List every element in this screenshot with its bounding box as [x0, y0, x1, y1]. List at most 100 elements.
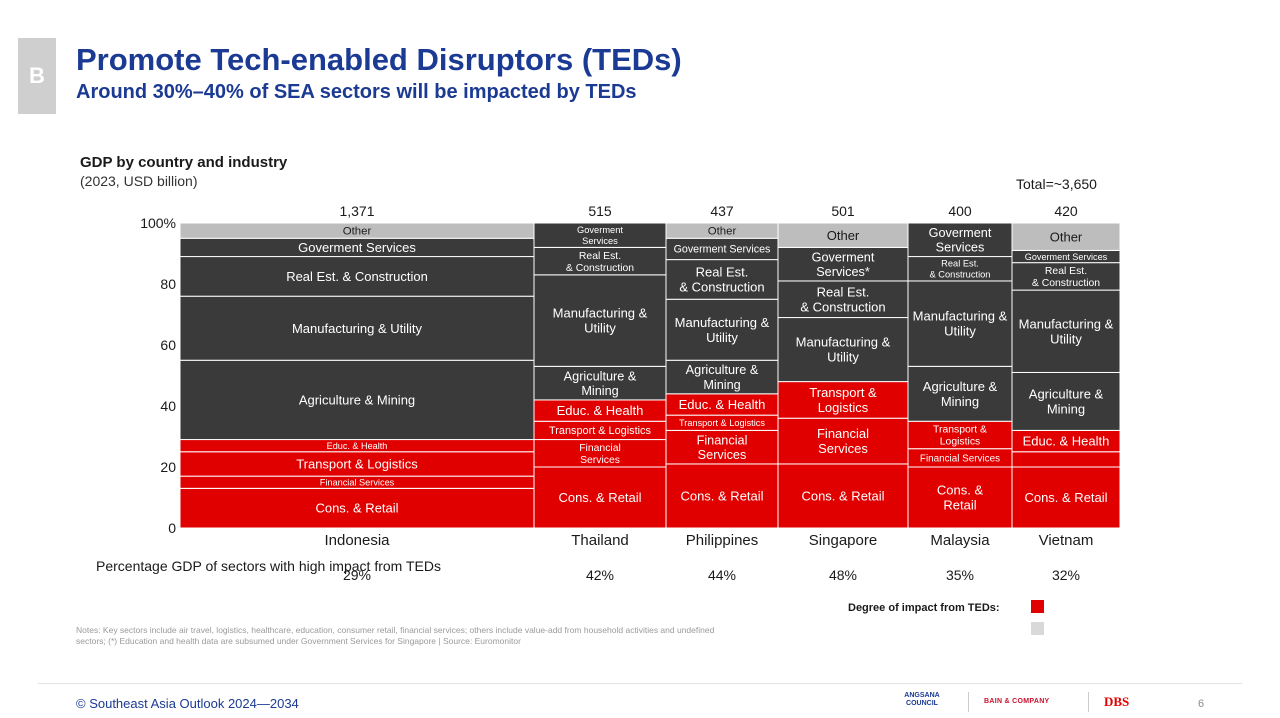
segment-label: & Construction — [566, 263, 634, 274]
dbs-logo: DBS — [1104, 694, 1130, 709]
segment-label: Other — [827, 228, 860, 243]
segment-label: Manufacturing & — [553, 306, 648, 321]
segment-label: Services — [580, 455, 620, 466]
bar-segment — [665, 463, 779, 529]
bar-segment — [1011, 262, 1121, 291]
chart-title: GDP by country and industry — [80, 154, 288, 171]
pct-value-label: 35% — [946, 567, 974, 583]
segment-label: Mining — [941, 394, 979, 409]
bar-segment — [907, 365, 1013, 422]
segment-label: Agriculture & — [1029, 387, 1104, 402]
segment-label: Real Est. — [941, 259, 979, 269]
bar-segment — [179, 359, 535, 441]
segment-label: Educ. & Health — [327, 441, 388, 451]
segment-label: Educ. & Health — [679, 397, 766, 412]
segment-label: Financial — [697, 433, 748, 447]
segment-label: Utility — [1050, 331, 1082, 346]
segment-label: Real Est. & Construction — [286, 269, 428, 284]
bar-segment — [533, 222, 667, 248]
total-label: Total=~3,650 — [1016, 176, 1097, 192]
segment-label: Financial Services — [320, 477, 395, 487]
segment-label: Services — [936, 241, 985, 255]
country-name-label: Singapore — [809, 532, 877, 549]
segment-label: Utility — [706, 330, 738, 345]
country-total-label: 501 — [831, 203, 855, 219]
country-name-label: Philippines — [686, 532, 759, 549]
segment-label: Goverment Services — [674, 244, 771, 256]
bar-segment — [1011, 289, 1121, 373]
pct-value-label: 44% — [708, 567, 736, 583]
segment-label: Services — [698, 448, 747, 462]
segment-label: Mining — [703, 378, 740, 392]
segment-label: Transport & Logistics — [679, 418, 765, 428]
bar-segment — [777, 280, 909, 319]
logo-divider — [968, 692, 969, 712]
segment-label: Real Est. — [579, 251, 621, 262]
segment-label: Financial — [817, 426, 869, 441]
bar-segment — [777, 317, 909, 383]
pct-value-label: 48% — [829, 567, 857, 583]
segment-label: Logistics — [940, 437, 980, 448]
segment-label: Utility — [944, 324, 976, 339]
bar-segment — [665, 429, 779, 465]
bar-segment — [907, 280, 1013, 367]
y-tick-label: 80 — [160, 276, 176, 292]
bar-segment — [665, 359, 779, 395]
segment-label: & Construction — [930, 269, 991, 279]
bar-segment — [907, 256, 1013, 282]
segment-label: Transport & Logistics — [296, 457, 418, 472]
segment-label: Cons. & Retail — [680, 489, 763, 504]
page-subtitle: Around 30%–40% of SEA sectors will be im… — [76, 81, 637, 103]
segment-label: Financial — [579, 443, 621, 454]
country-name-label: Thailand — [571, 532, 629, 549]
segment-label: Services — [818, 441, 868, 456]
segment-label: Transport & — [933, 425, 987, 436]
segment-label: Other — [1050, 229, 1083, 244]
y-tick-label: 0 — [168, 520, 176, 536]
bar-segment — [179, 451, 535, 477]
segment-label: & Construction — [679, 279, 764, 294]
segment-label: Manufacturing & — [1019, 316, 1114, 331]
segment-label: Utility — [827, 350, 859, 365]
bar-segment — [777, 222, 909, 248]
y-tick-label: 20 — [160, 459, 176, 475]
segment-label: & Construction — [800, 299, 885, 314]
segment-label: Transport & — [809, 385, 877, 400]
segment-label: Goverment — [929, 226, 992, 240]
country-total-label: 515 — [588, 203, 612, 219]
segment-label: Goverment Services — [298, 240, 416, 255]
chart-subtitle: (2023, USD billion) — [80, 173, 198, 189]
bar-segment — [777, 381, 909, 419]
segment-label: Mining — [581, 384, 618, 398]
country-total-label: 1,371 — [339, 203, 374, 219]
segment-label: Other — [708, 226, 737, 238]
bar-segment — [1011, 222, 1121, 251]
bar-segment — [533, 466, 667, 529]
segment-label: Manufacturing & — [913, 309, 1008, 324]
segment-label: Agriculture & Mining — [299, 392, 415, 407]
bar-segment — [533, 274, 667, 367]
page-title: Promote Tech-enabled Disruptors (TEDs) — [76, 42, 682, 77]
segment-label: Financial Services — [920, 453, 1000, 464]
bar-segment — [179, 256, 535, 297]
segment-label: Cons. & Retail — [315, 501, 398, 516]
notes-text: Notes: Key sectors include air travel, l… — [76, 625, 715, 646]
logo-divider — [1088, 692, 1089, 712]
segment-label: Manufacturing & — [796, 335, 891, 350]
country-name-label: Vietnam — [1039, 532, 1094, 549]
legend-label: Degree of impact from TEDs: — [848, 602, 1000, 614]
segment-label: Goverment — [577, 225, 623, 235]
footer-divider — [38, 683, 1242, 684]
segment-label: Transport & Logistics — [549, 425, 651, 437]
segment-label: Other — [343, 226, 372, 238]
segment-label: Cons. & Retail — [801, 489, 884, 504]
legend-high-swatch — [1031, 600, 1044, 613]
country-total-label: 400 — [948, 203, 972, 219]
segment-label: Real Est. — [1045, 266, 1087, 277]
bar-segment — [1011, 451, 1121, 468]
country-total-label: 420 — [1054, 203, 1078, 219]
segment-label: Cons. & Retail — [1024, 490, 1107, 505]
segment-label: Logistics — [818, 400, 869, 415]
segment-label: Cons. & Retail — [558, 490, 641, 505]
